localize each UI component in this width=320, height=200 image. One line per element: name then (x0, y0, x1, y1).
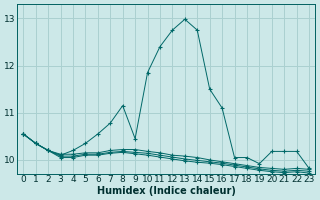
X-axis label: Humidex (Indice chaleur): Humidex (Indice chaleur) (97, 186, 236, 196)
